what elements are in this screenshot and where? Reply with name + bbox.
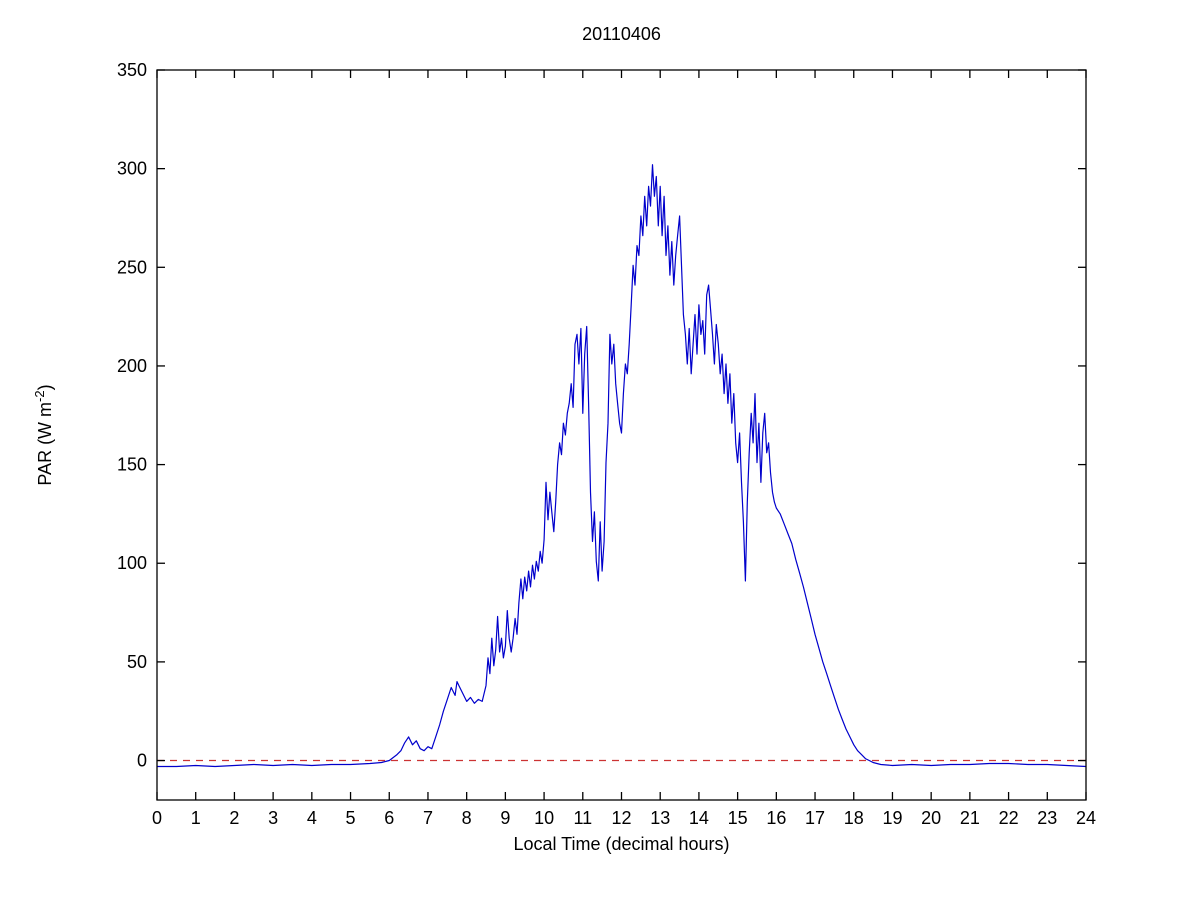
x-tick-label: 5 xyxy=(346,808,356,828)
x-tick-label: 17 xyxy=(805,808,825,828)
x-axis-label: Local Time (decimal hours) xyxy=(513,834,730,854)
x-tick-label: 10 xyxy=(534,808,554,828)
x-tick-label: 23 xyxy=(1037,808,1057,828)
x-tick-label: 19 xyxy=(882,808,902,828)
y-tick-label: 250 xyxy=(117,257,147,277)
x-tick-label: 24 xyxy=(1076,808,1096,828)
x-tick-label: 13 xyxy=(650,808,670,828)
x-tick-label: 0 xyxy=(152,808,162,828)
x-tick-label: 3 xyxy=(268,808,278,828)
x-tick-label: 20 xyxy=(921,808,941,828)
y-tick-label: 50 xyxy=(127,652,147,672)
y-axis-label-prefix: PAR (W m xyxy=(35,401,55,486)
x-tick-label: 12 xyxy=(611,808,631,828)
x-tick-label: 7 xyxy=(423,808,433,828)
x-tick-label: 15 xyxy=(728,808,748,828)
y-axis-label-suffix: ) xyxy=(35,384,55,391)
y-tick-label: 350 xyxy=(117,60,147,80)
x-tick-label: 18 xyxy=(844,808,864,828)
y-tick-label: 150 xyxy=(117,455,147,475)
chart-title: 20110406 xyxy=(582,24,661,44)
x-tick-label: 14 xyxy=(689,808,709,828)
x-tick-label: 16 xyxy=(766,808,786,828)
x-tick-label: 2 xyxy=(229,808,239,828)
x-tick-label: 11 xyxy=(573,808,592,828)
x-tick-label: 21 xyxy=(960,808,980,828)
x-tick-label: 9 xyxy=(500,808,510,828)
x-tick-label: 1 xyxy=(191,808,201,828)
x-tick-label: 22 xyxy=(999,808,1019,828)
x-tick-label: 4 xyxy=(307,808,317,828)
y-tick-label: 300 xyxy=(117,159,147,179)
y-tick-label: 100 xyxy=(117,553,147,573)
x-tick-label: 8 xyxy=(462,808,472,828)
y-axis-label-exponent: -2 xyxy=(32,390,47,402)
y-axis-label: PAR (W m-2) xyxy=(32,384,56,485)
par-data-line xyxy=(157,164,1087,768)
x-tick-label: 6 xyxy=(384,808,394,828)
axis-box xyxy=(156,69,1087,801)
y-tick-label: 200 xyxy=(117,356,147,376)
y-tick-label: 0 xyxy=(137,751,147,771)
